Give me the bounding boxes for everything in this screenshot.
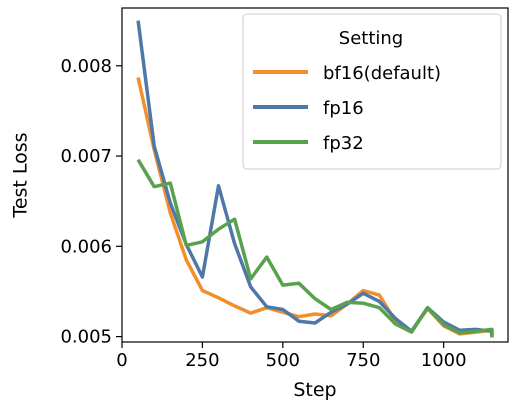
x-axis-label: Step: [293, 379, 336, 401]
legend-entries: bf16(default) fp16 fp32: [253, 63, 441, 154]
x-axis-ticks: 0 250 500 750 1000: [116, 342, 467, 371]
y-tick-label: 0.008: [60, 56, 112, 77]
legend-label: fp32: [323, 133, 364, 154]
y-tick-label: 0.005: [60, 327, 112, 348]
x-tick-label: 250: [185, 350, 219, 371]
legend-label: bf16(default): [323, 63, 441, 84]
legend-label: fp16: [323, 98, 364, 119]
series-layer: [136, 20, 494, 338]
legend-title: Setting: [339, 28, 403, 49]
y-tick-label: 0.006: [60, 236, 112, 257]
x-tick-label: 750: [346, 350, 380, 371]
plot-frame: [121, 7, 509, 343]
x-tick-label: 0: [116, 350, 127, 371]
series-line-fp32: [136, 158, 494, 338]
y-axis-label: Test Loss: [10, 132, 32, 218]
x-tick-label: 1000: [421, 350, 467, 371]
series-line-fp16: [136, 20, 494, 336]
y-axis-ticks: 0.005 0.006 0.007 0.008: [60, 56, 122, 348]
x-tick-label: 500: [266, 350, 300, 371]
y-tick-label: 0.007: [60, 146, 112, 167]
legend-box: [242, 13, 502, 170]
legend: Setting bf16(default) fp16 fp32: [242, 13, 502, 170]
